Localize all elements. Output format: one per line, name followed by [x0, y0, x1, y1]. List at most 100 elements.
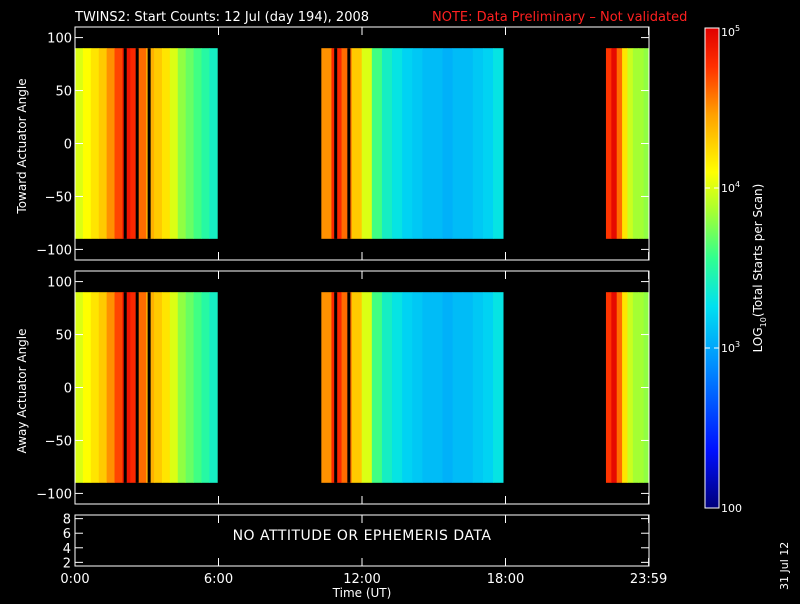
y-tick-label: −100 [36, 487, 72, 502]
heatmap-cell [98, 48, 108, 239]
heatmap-cell [177, 292, 187, 483]
heatmap-cell [622, 292, 628, 483]
heatmap-cell [341, 292, 353, 483]
heatmap-cell [627, 292, 634, 483]
heatmap-cell [185, 292, 194, 483]
heatmap-cell [442, 48, 454, 239]
x-tick-label: 18:00 [487, 572, 524, 587]
heatmap-cell [402, 48, 413, 239]
heatmap-cell [452, 48, 464, 239]
x-tick-label: 12:00 [343, 572, 380, 587]
heatmap-cell [371, 292, 383, 483]
heatmap-cell [605, 292, 612, 483]
colorbar-tick-label: 105 [721, 24, 740, 39]
heatmap-cell [392, 48, 403, 239]
heatmap-cell [611, 48, 618, 239]
x-tick-label: 6:00 [204, 572, 233, 587]
heatmap-cell [412, 292, 423, 483]
no-data-message: NO ATTITUDE OR EPHEMERIS DATA [233, 528, 492, 544]
heatmap-cell [161, 48, 171, 239]
heatmap-cell [361, 48, 373, 239]
heatmap-cell [201, 292, 210, 483]
colorbar-gradient [704, 27, 720, 509]
heatmap-cell [482, 292, 494, 483]
heatmap-cell [341, 48, 353, 239]
heatmap-cell [493, 292, 504, 483]
preliminary-note: NOTE: Data Preliminary – Not validated [432, 10, 687, 25]
heatmap-cell [209, 48, 218, 239]
heatmap-cell [154, 292, 163, 483]
heatmap-cell [138, 292, 147, 483]
y-tick-label: 100 [47, 276, 72, 291]
heatmap-cell [442, 292, 454, 483]
data-gap [334, 48, 338, 239]
heatmap-cell [130, 48, 139, 239]
heatmap-cell [462, 48, 474, 239]
heatmap-cell [616, 292, 623, 483]
y-tick-label: −50 [45, 190, 72, 205]
heatmap-cell [627, 48, 634, 239]
x-axis-label: Time (UT) [332, 586, 392, 600]
heatmap-cell [154, 48, 163, 239]
heatmap-cell [361, 292, 373, 483]
y-tick-label: 2 [63, 556, 71, 571]
heatmap-cell [201, 48, 210, 239]
heatmap-cell [82, 48, 92, 239]
y-tick-label: 6 [63, 527, 71, 542]
heatmap-cell [422, 48, 433, 239]
heatmap-cell [161, 292, 171, 483]
y-tick-label: 4 [63, 542, 71, 557]
heatmap-cell [321, 48, 332, 239]
colorbar-tick-label: 104 [721, 180, 740, 195]
heatmap-cell [98, 292, 108, 483]
heatmap-cell [482, 48, 494, 239]
heatmap-cell [106, 48, 115, 239]
heatmap-cell [114, 48, 123, 239]
y-tick-label: 50 [55, 85, 72, 100]
heatmap-cell [462, 292, 474, 483]
heatmap-cell [422, 292, 433, 483]
heatmap-cell [169, 48, 179, 239]
heatmap-cell [90, 292, 100, 483]
heatmap-cell [452, 292, 464, 483]
heatmap-cell [106, 292, 115, 483]
chart-title: TWINS2: Start Counts: 12 Jul (day 194), … [74, 10, 369, 25]
colorbar-label: LOG10(Total Starts per Scan) [751, 184, 768, 353]
heatmap-cell [82, 292, 92, 483]
toward-panel: 100 50 0 −50 −100 [36, 26, 650, 261]
heatmap-cell [138, 48, 147, 239]
heatmap-cell [392, 292, 403, 483]
heatmap-cell [90, 48, 100, 239]
side-date: 31 Jul 12 [778, 542, 791, 590]
heatmap-cell [209, 292, 218, 483]
y-tick-label: −100 [36, 243, 72, 258]
data-gap [123, 48, 127, 239]
heatmap-cell [130, 292, 139, 483]
data-gap [334, 292, 338, 483]
colorbar: 105 104 103 100 [704, 24, 742, 515]
heatmap-cell [432, 292, 443, 483]
data-gap [135, 48, 139, 239]
x-tick-label: 0:00 [60, 572, 89, 587]
away-ylabel: Away Actuator Angle [15, 328, 29, 453]
y-tick-label: 50 [55, 329, 72, 344]
heatmap-cell [371, 48, 383, 239]
heatmap-cell [381, 292, 393, 483]
data-gap [347, 48, 351, 239]
heatmap-cell [432, 48, 443, 239]
data-gap [347, 292, 351, 483]
heatmap-cell [632, 292, 639, 483]
heatmap-cell [493, 48, 504, 239]
heatmap-cell [412, 48, 423, 239]
heatmap-cell [381, 48, 393, 239]
heatmap-cell [622, 48, 628, 239]
heatmap-cell [351, 292, 363, 483]
heatmap-cell [185, 48, 194, 239]
y-tick-label: 100 [47, 32, 72, 47]
heatmap-cell [472, 48, 484, 239]
heatmap-cell [177, 48, 187, 239]
heatmap-cell [351, 48, 363, 239]
data-gap [135, 292, 139, 483]
